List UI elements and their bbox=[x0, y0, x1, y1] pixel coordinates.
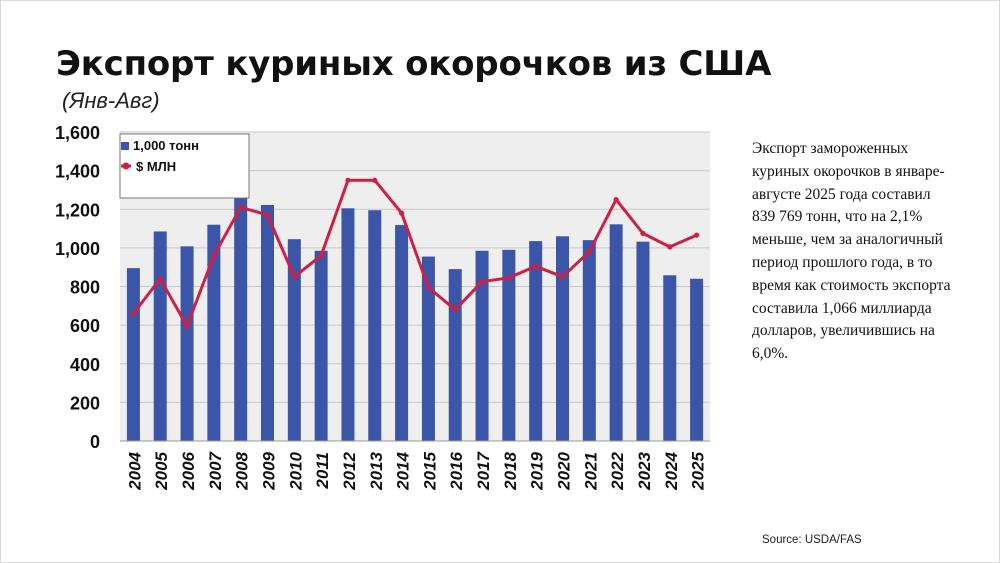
line-point bbox=[586, 249, 592, 255]
line-point bbox=[533, 263, 539, 269]
chart-legend: 1,000 тонн $ МЛН bbox=[119, 133, 250, 199]
x-tick-label: 2024 bbox=[662, 451, 681, 490]
line-point bbox=[264, 212, 271, 218]
y-tick-label: 1,400 bbox=[55, 162, 100, 182]
line-point bbox=[613, 196, 619, 203]
x-tick-label: 2021 bbox=[581, 452, 600, 491]
bar bbox=[609, 224, 623, 441]
line-point bbox=[506, 275, 512, 281]
line-point bbox=[372, 177, 378, 183]
page-title: Экспорт куриных окорочков из США bbox=[56, 44, 772, 84]
x-tick-label: 2004 bbox=[125, 451, 144, 490]
x-tick-label: 2013 bbox=[367, 451, 386, 490]
bar bbox=[502, 249, 516, 441]
line-point bbox=[693, 232, 700, 238]
line-point bbox=[667, 244, 673, 250]
bar bbox=[690, 278, 704, 441]
bar bbox=[636, 241, 650, 441]
line-point bbox=[211, 253, 217, 259]
x-tick-label: 2020 bbox=[555, 451, 574, 490]
x-tick-label: 2012 bbox=[340, 451, 359, 490]
bar bbox=[556, 236, 569, 441]
value-line bbox=[132, 178, 698, 328]
y-tick-label: 400 bbox=[70, 355, 100, 375]
bar bbox=[663, 275, 677, 441]
y-tick-label: 800 bbox=[70, 278, 100, 298]
legend-box bbox=[119, 133, 250, 199]
x-tick-label: 2018 bbox=[501, 451, 520, 490]
x-tick-label: 2015 bbox=[420, 451, 439, 490]
line-point bbox=[452, 307, 458, 313]
line-point bbox=[184, 323, 190, 329]
bar bbox=[234, 194, 248, 441]
bar bbox=[207, 224, 221, 441]
bar bbox=[180, 246, 194, 441]
legend-line-label: $ МЛН bbox=[136, 159, 176, 174]
x-tick-label: 2008 bbox=[233, 451, 252, 490]
bar bbox=[475, 250, 489, 441]
line-point bbox=[398, 210, 405, 216]
x-tick-label: 2016 bbox=[447, 451, 466, 490]
y-tick-label: 0 bbox=[90, 432, 100, 452]
line-point bbox=[479, 279, 485, 285]
x-tick-label: 2023 bbox=[635, 451, 654, 490]
line-point bbox=[640, 230, 646, 236]
line-point bbox=[130, 310, 137, 317]
y-tick-label: 200 bbox=[70, 393, 100, 413]
bar bbox=[395, 225, 409, 441]
x-tick-label: 2014 bbox=[394, 451, 413, 490]
description-text: Экспорт замороженных куриных окорочков в… bbox=[752, 140, 951, 363]
x-tick-label: 2007 bbox=[206, 450, 225, 490]
y-tick-label: 1,000 bbox=[55, 239, 100, 259]
bar bbox=[153, 231, 167, 441]
x-tick-label: 2011 bbox=[313, 452, 332, 490]
y-tick-label: 1,600 bbox=[55, 123, 100, 143]
x-tick-label: 2017 bbox=[474, 450, 493, 490]
legend-bar-swatch bbox=[121, 142, 129, 150]
x-tick-label: 2019 bbox=[528, 451, 547, 490]
line-point bbox=[318, 253, 324, 259]
bar bbox=[287, 239, 301, 441]
x-tick-label: 2006 bbox=[179, 451, 198, 490]
bar bbox=[448, 269, 462, 441]
x-tick-label: 2005 bbox=[152, 451, 171, 490]
bar bbox=[529, 241, 543, 441]
y-tick-label: 600 bbox=[70, 316, 100, 336]
bar bbox=[421, 256, 435, 441]
line-point bbox=[345, 177, 351, 183]
bar bbox=[314, 250, 328, 441]
line-point bbox=[238, 204, 244, 210]
bar bbox=[261, 205, 274, 441]
x-tick-label: 2010 bbox=[286, 451, 305, 490]
legend-line-marker bbox=[122, 162, 130, 170]
line-point bbox=[559, 274, 566, 280]
bar bbox=[368, 210, 382, 441]
x-tick-label: 2025 bbox=[689, 451, 708, 490]
legend-bar-label: 1,000 тонн bbox=[133, 138, 199, 153]
bar bbox=[126, 268, 140, 441]
x-tick-label: 2022 bbox=[608, 451, 627, 490]
page-subtitle: (Янв-Авг) bbox=[62, 88, 160, 113]
x-tick-label: 2009 bbox=[260, 451, 279, 490]
line-point bbox=[157, 276, 163, 282]
line-point bbox=[425, 284, 432, 291]
bar bbox=[582, 240, 596, 441]
y-tick-label: 1,200 bbox=[55, 200, 100, 220]
line-point bbox=[291, 274, 297, 280]
bar bbox=[341, 208, 355, 441]
source-note: Source: USDA/FAS bbox=[762, 534, 862, 546]
